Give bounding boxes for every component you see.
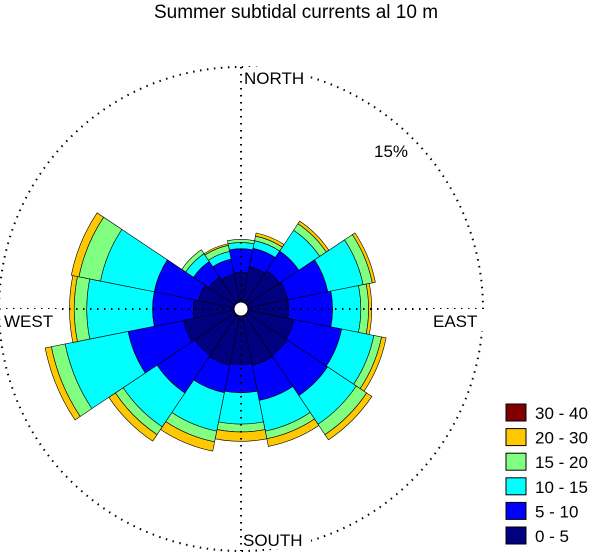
rose-petals xyxy=(44,212,387,452)
north-label-bg xyxy=(243,67,309,88)
petal-segment xyxy=(44,346,81,421)
north-label: NORTH xyxy=(244,69,304,88)
legend-swatch xyxy=(505,526,527,545)
petal-segment xyxy=(181,249,205,273)
legend-swatch xyxy=(505,452,527,471)
east-label: EAST xyxy=(433,312,477,331)
legend-label: 30 - 40 xyxy=(535,404,588,423)
legend-swatch xyxy=(505,501,527,520)
petal-segment xyxy=(70,212,105,278)
legend-swatch xyxy=(505,477,527,496)
legend-label: 0 - 5 xyxy=(535,527,569,546)
legend-label: 5 - 10 xyxy=(535,502,578,521)
south-label: SOUTH xyxy=(243,531,303,550)
legend-label: 20 - 30 xyxy=(535,429,588,448)
west-label-bg xyxy=(3,309,57,331)
direction-labels: NORTH SOUTH EAST WEST 15% xyxy=(3,67,484,550)
chart-title: Summer subtidal currents al 10 m xyxy=(154,2,438,23)
east-label-bg xyxy=(432,309,484,331)
legend-label: 10 - 15 xyxy=(535,478,588,497)
south-label-bg xyxy=(243,527,311,549)
legend-swatch xyxy=(505,403,527,422)
petal-segment xyxy=(203,243,229,256)
petal-segment xyxy=(351,232,376,284)
petal-segment xyxy=(266,418,320,447)
west-label: WEST xyxy=(4,312,53,331)
legend-label: 15 - 20 xyxy=(535,453,588,472)
petal-segment xyxy=(324,392,373,441)
legend-swatch xyxy=(505,428,527,447)
petal-segment xyxy=(227,242,255,251)
legend: 30 - 40 20 - 30 15 - 20 10 - 15 5 - 10 0 - 5 xyxy=(505,403,588,546)
ring-label: 15% xyxy=(374,142,408,161)
center-hole xyxy=(233,301,249,317)
